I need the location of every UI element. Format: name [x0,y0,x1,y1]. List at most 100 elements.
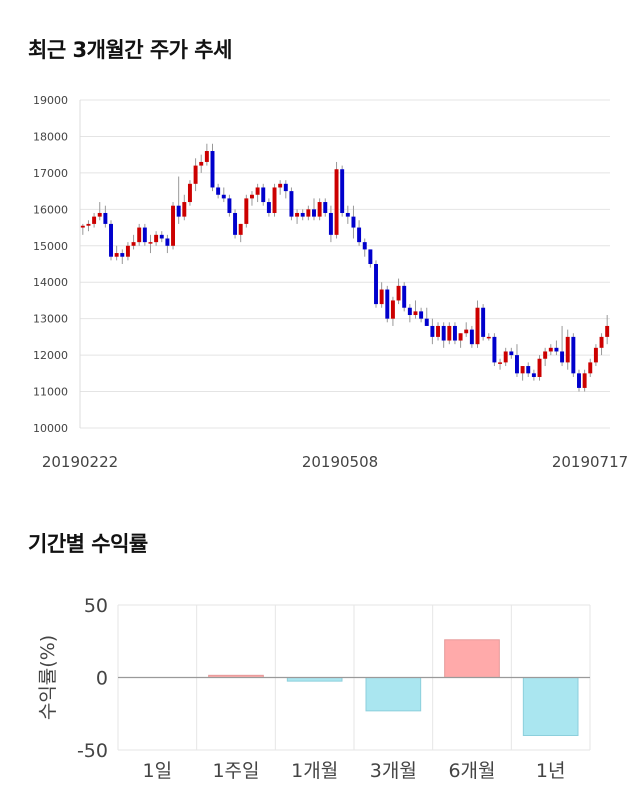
candle-body [577,373,581,388]
candle-body [430,325,435,337]
candle-body [125,245,130,257]
candle-body [255,187,260,195]
y-tick-label: 19000 [33,94,68,107]
candle-body [227,198,232,213]
candle-body [385,289,390,319]
y-tick-label: 0 [96,668,108,690]
candle-body [283,183,288,192]
candle-body [295,212,300,217]
candle-body [300,212,305,217]
candle-body [396,285,401,301]
candle-body [548,347,553,352]
return-bar [444,639,500,678]
candle-body [503,351,508,363]
candle-body [306,209,311,217]
candle-body [514,355,519,374]
candle-body [171,205,176,246]
candle-body [582,373,587,388]
candle-body [458,333,463,341]
period-return-chart: 50 0 -50 1일 1주일 1개월 3개월 6개월 1년 수익률(%) [37,595,591,782]
candle-body [537,358,542,377]
x-tick-label: 20190717 [552,453,628,471]
y-tick-label: 10000 [33,422,68,435]
candle-body [419,311,424,319]
candle-body [554,347,559,352]
candle-body [531,373,536,377]
y-tick-label: 16000 [33,203,68,216]
candle-body [204,151,209,162]
return-bar [365,677,422,712]
x-tick-label: 1주일 [212,760,259,782]
candle-body [137,227,142,243]
candle-body [543,351,548,359]
candle-body [103,212,108,224]
y-tick-label: 13000 [33,313,68,326]
candle-body [328,212,333,235]
candle-body [289,191,294,217]
candle-body [159,234,164,239]
candle-body [345,212,350,217]
x-tick-label: 3개월 [370,760,417,782]
candle-body [142,227,147,243]
candle-body [605,325,610,337]
candle-body [317,202,322,217]
x-tick-label: 20190222 [42,453,118,471]
candle-body [441,325,446,341]
candle-body [86,223,91,226]
y-axis-label: 수익률(%) [37,635,59,720]
candle-body [233,212,238,235]
candle-body [187,183,192,203]
candle-body [599,336,604,348]
candle-body [238,223,243,235]
candle-body [278,183,283,188]
candle-body [368,249,373,264]
candle-body [498,362,503,364]
candle-body [120,253,125,257]
candle-body [436,325,441,337]
price-trend-chart: 19000 18000 17000 16000 15000 14000 13000 12000… [33,94,628,471]
candle-body [114,253,119,257]
x-tick-label: 20190508 [302,453,378,471]
candle-body [154,234,159,243]
candle-body [452,325,457,341]
candle-body [362,242,367,250]
candle-body [199,161,204,166]
candle-body [351,216,356,228]
candle-body [560,351,565,363]
candle-body [565,336,570,363]
candle-body [266,202,271,213]
candle-body [92,216,97,224]
candle-body [357,227,362,243]
candle-body [244,198,249,224]
candle-body [312,209,316,217]
candle-body [407,307,412,316]
return-bar [522,677,579,736]
candle-body [148,242,153,244]
x-tick-label: 1개월 [291,760,338,782]
candle-body [97,212,102,217]
y-tick-label: 11000 [33,386,68,399]
x-tick-label: 1일 [143,760,173,782]
candle-body [272,187,277,213]
candle-body [182,202,187,217]
candle-body [520,366,525,374]
candle-body [340,169,345,213]
candle-body [80,225,85,228]
candle-body [261,187,266,203]
candle-body [249,194,254,199]
y-tick-label: 15000 [33,240,68,253]
candle-body [131,242,136,246]
candle-body [492,336,497,363]
candle-body [109,223,113,257]
price-trend-title: 최근 3개월간 주가 추세 [28,38,232,62]
y-tick-label: 17000 [33,167,68,180]
candle-body [402,285,407,308]
candle-body [379,289,384,305]
candle-body [526,366,531,374]
y-tick-label: 18000 [33,130,68,143]
candle-body [475,307,480,345]
period-return-title: 기간별 수익률 [28,532,148,556]
candle-body [165,238,170,246]
candle-body [176,205,181,217]
candle-body [193,165,198,184]
